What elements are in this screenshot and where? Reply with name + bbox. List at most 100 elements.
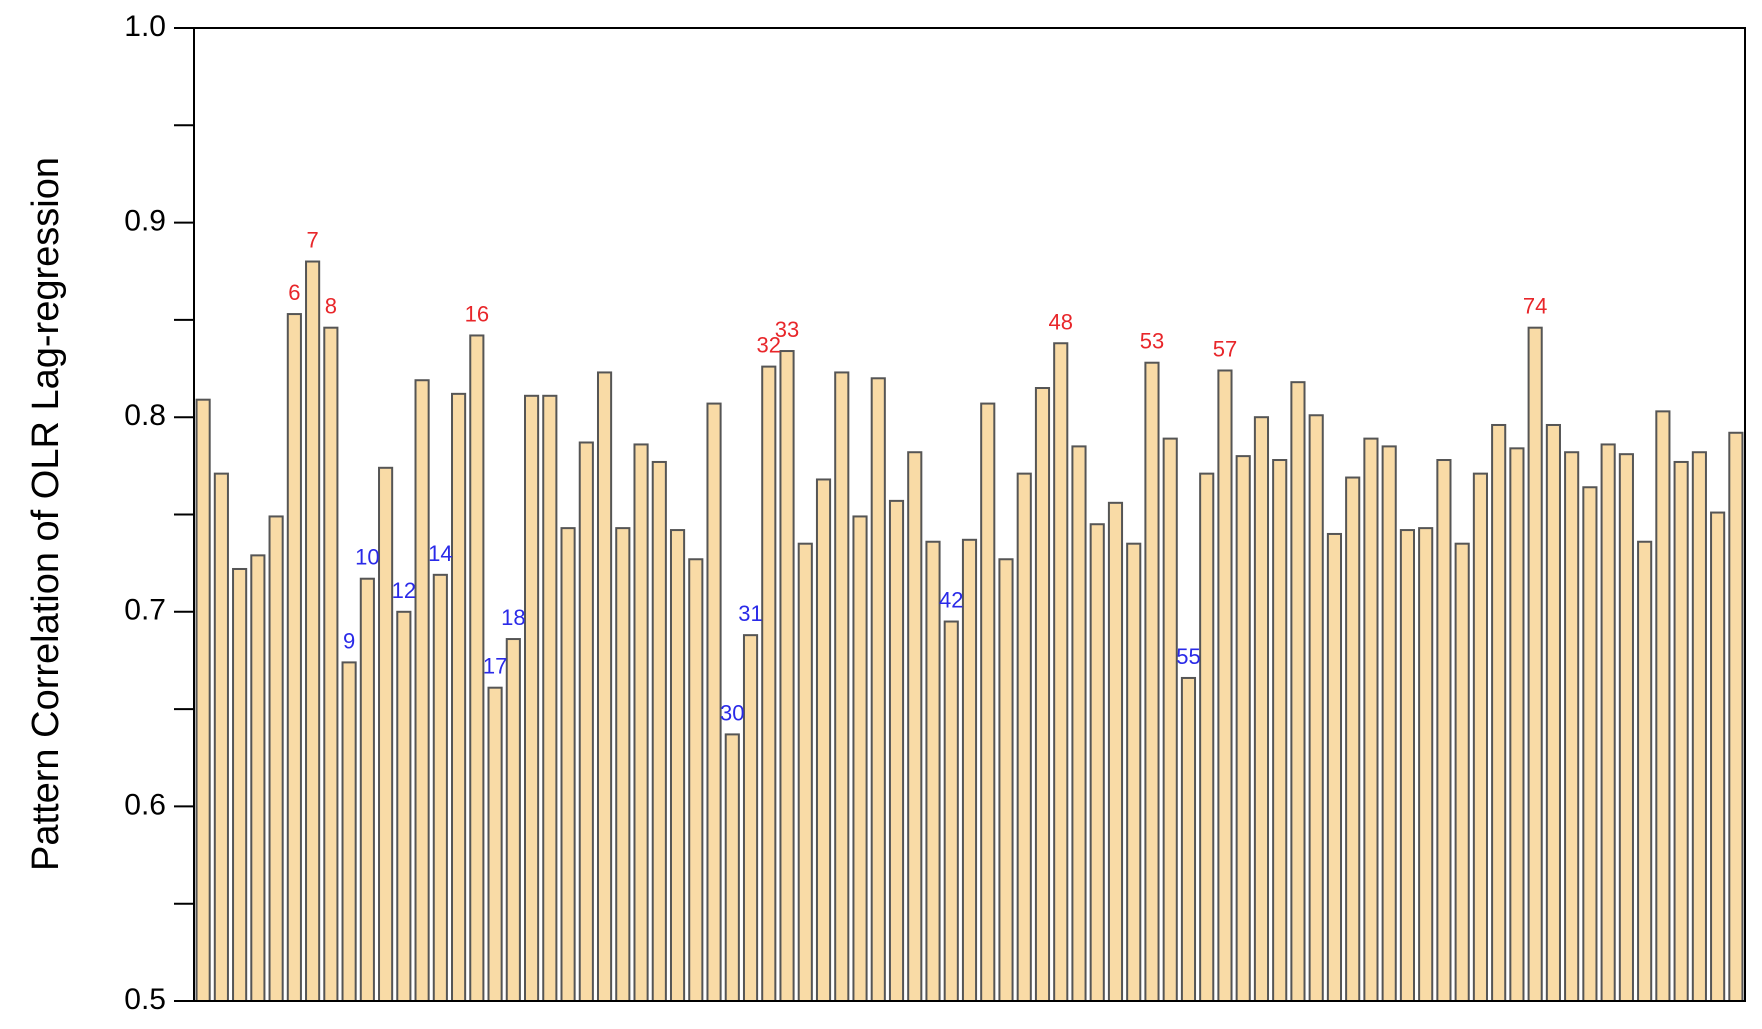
bar — [469, 334, 485, 1002]
bar — [505, 638, 521, 1002]
bar — [1290, 381, 1306, 1002]
bar — [250, 554, 266, 1003]
bar — [1034, 387, 1051, 1002]
bar — [1363, 437, 1379, 1002]
plot-frame — [193, 27, 1746, 1002]
bar — [1326, 532, 1343, 1003]
bar — [1436, 459, 1452, 1002]
bar — [542, 394, 558, 1002]
bar — [286, 313, 302, 1002]
bar — [1491, 423, 1507, 1002]
bar — [852, 515, 868, 1002]
bar — [998, 558, 1014, 1002]
bar — [1564, 451, 1580, 1002]
bar — [669, 529, 686, 1002]
bar — [1053, 342, 1069, 1002]
bar — [341, 661, 357, 1002]
bar — [414, 379, 430, 1002]
bar — [834, 371, 850, 1002]
bar — [925, 540, 941, 1003]
bar — [1600, 443, 1616, 1003]
bar — [1217, 369, 1233, 1003]
bar — [1545, 423, 1561, 1002]
bar — [432, 573, 448, 1002]
bar — [1618, 453, 1634, 1002]
bar — [888, 499, 905, 1002]
bar — [1253, 416, 1270, 1002]
y-tick-label: 0.9 — [124, 205, 166, 238]
bar — [651, 460, 667, 1002]
bar-annotation: 9 — [343, 628, 355, 653]
bar — [961, 538, 978, 1002]
bar-annotation: 16 — [465, 301, 489, 326]
bar — [1418, 527, 1434, 1002]
bar-annotation: 14 — [428, 541, 452, 566]
bar — [1472, 472, 1488, 1003]
bar — [724, 733, 740, 1002]
y-axis-title: Pattern Correlation of OLR Lag-regressio… — [25, 157, 67, 871]
bar — [1089, 523, 1105, 1002]
bar — [213, 472, 229, 1003]
bar — [797, 542, 813, 1002]
bar — [1710, 511, 1726, 1003]
bar — [1016, 472, 1032, 1003]
bar-annotation: 10 — [355, 545, 379, 570]
bar — [451, 392, 467, 1002]
y-tick-label: 0.8 — [124, 399, 166, 432]
bar — [980, 402, 996, 1002]
bar-annotation: 12 — [392, 578, 416, 603]
bar — [1144, 361, 1160, 1003]
bar-annotation: 57 — [1213, 336, 1237, 361]
bar — [1655, 410, 1671, 1002]
bar — [688, 558, 704, 1002]
y-tick-label: 1.0 — [124, 10, 166, 43]
bar — [815, 478, 832, 1002]
bar-annotation: 7 — [306, 228, 318, 253]
bar — [1582, 486, 1598, 1003]
bar-annotation: 42 — [939, 588, 963, 613]
bar — [1509, 447, 1525, 1002]
bar-annotation: 30 — [720, 700, 744, 725]
bar — [378, 466, 394, 1002]
bar-annotation: 32 — [757, 333, 781, 358]
bar — [1162, 437, 1178, 1002]
bar — [779, 350, 795, 1002]
bar — [907, 451, 923, 1002]
bar — [1399, 529, 1415, 1002]
bar-annotation: 17 — [483, 654, 507, 679]
bar — [560, 527, 576, 1002]
bar — [323, 326, 339, 1002]
bar-annotation: 74 — [1523, 294, 1547, 319]
bar — [487, 686, 503, 1002]
bar — [1527, 326, 1543, 1002]
bar — [1180, 676, 1197, 1002]
bar — [1691, 451, 1707, 1002]
bar-annotation: 31 — [738, 601, 762, 626]
y-tick-label: 0.6 — [124, 788, 166, 821]
bar — [1107, 501, 1124, 1002]
bar — [578, 441, 594, 1002]
bar — [596, 371, 613, 1002]
bar — [1199, 472, 1215, 1003]
bar — [305, 260, 321, 1002]
bar — [1637, 540, 1653, 1003]
bar — [615, 527, 631, 1002]
bar-annotation: 8 — [325, 294, 337, 319]
y-tick-label: 0.7 — [124, 594, 166, 627]
bar-annotation: 48 — [1048, 309, 1072, 334]
bar — [633, 443, 649, 1003]
bar-annotation: 18 — [501, 605, 525, 630]
bar — [761, 365, 777, 1002]
bar — [1345, 476, 1361, 1002]
bar-annotation: 33 — [775, 317, 799, 342]
bar — [1272, 459, 1288, 1002]
bar — [1381, 445, 1397, 1002]
bar-annotation: 55 — [1176, 644, 1200, 669]
bar — [1071, 445, 1087, 1002]
bar-annotation: 53 — [1140, 329, 1164, 354]
bar — [232, 567, 248, 1002]
bar — [1454, 542, 1470, 1002]
bar-annotation: 6 — [288, 280, 300, 305]
bar — [524, 394, 540, 1002]
